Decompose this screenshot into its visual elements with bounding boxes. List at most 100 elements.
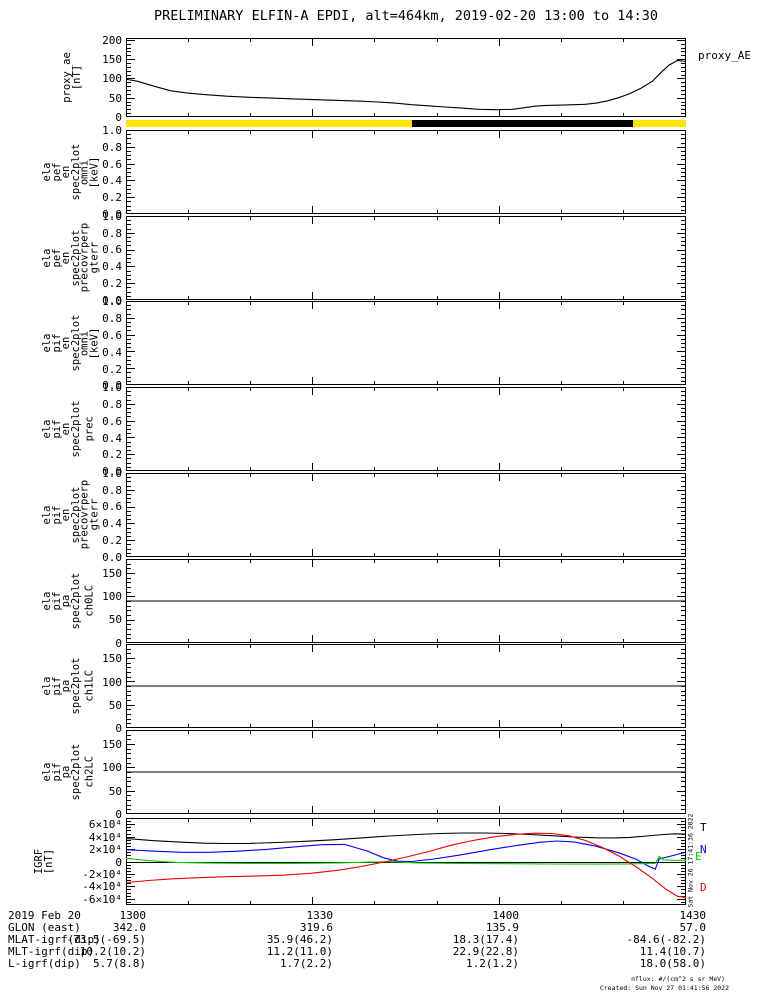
footer-row-label: GLON (east) [8,921,81,934]
footer-value: 10.2(10.2) [79,945,146,958]
y-axis-title-igrf: IGRF [nT] [33,818,55,905]
y-tick-label: 0.6 [102,157,122,171]
footer-row-label: 2019 Feb 20 [8,909,81,922]
x-tick-label: 1300 [119,909,147,922]
footer-value: 319.6 [299,921,333,934]
y-tick-label: 0 [115,111,122,124]
y-axis-title-ela_pif_pa_ch1LC: ela pif pa spec2plot [41,644,82,728]
y-tick-label: 0.4 [102,431,122,445]
plot-canvas-igrf [126,818,686,905]
y-tick-label: 0.2 [102,191,122,205]
plot-canvas-ela_pif_pa_ch0LC [126,558,686,643]
y-tick-label: 0.2 [102,448,122,462]
y-axis-subtitle-ela_pif_en_precovrperp_gterr: precovrperp gterr [79,473,101,557]
y-tick-label: 0 [115,807,122,821]
y-tick-label: 100 [102,675,122,689]
y-tick-label: 0.0 [102,465,122,479]
y-axis-title-ela_pif_en_prec: ela pif en spec2plot [41,387,82,471]
panel-ela_pif_pa_ch1LC [126,644,686,729]
y-tick-label: 200 [102,33,122,47]
status-bar-segment [632,120,686,127]
y-tick-label: 0 [115,636,122,650]
plot-canvas-ela_pef_en_precovrperp_gterr [126,215,686,300]
x-tick-label: 1400 [492,909,520,922]
footer-value: 18.0(58.0) [639,957,706,970]
y-tick-label: 0.4 [102,517,122,531]
y-tick-label: 0.2 [102,362,122,376]
y-tick-label: 0.0 [102,379,122,393]
plot-canvas-ela_pif_en_omni [126,301,686,386]
panel-ela_pif_en_prec [126,387,686,472]
panel-proxy_ae [126,38,686,117]
y-axis-title-proxy_ae: proxy_ae [nT] [61,38,83,117]
nflux-units-note: nflux: #/(cm^2 s sr MeV) [631,975,725,983]
series-T [126,832,686,845]
y-tick-label: 4×10⁴ [88,830,122,844]
y-axis-label-line: spec2plot [69,400,82,458]
y-tick-label: 1.0 [102,381,122,395]
legend-proxy_AE: proxy_AE [698,49,751,62]
panel-ela_pif_en_omni [126,301,686,386]
y-axis-subtitle-ela_pif_pa_ch0LC: ch0LC [83,559,96,643]
plot-canvas-ela_pef_en_omni [126,130,686,214]
y-tick-label: 150 [102,53,122,67]
x-tick-label: 1330 [306,909,334,922]
y-tick-label: 1.0 [102,295,122,309]
plot-canvas-ela_pif_en_precovrperp_gterr [126,472,686,557]
footer-value: 135.9 [485,921,519,934]
footer-value: 11.2(11.0) [266,945,333,958]
y-tick-label: -4×10⁴ [82,880,122,894]
y-tick-label: 1.0 [102,124,122,137]
y-tick-label: 0.0 [102,208,122,221]
y-tick-label: 0.8 [102,226,122,240]
y-tick-label: 0 [115,722,122,736]
footer-value: 1.7(2.2) [280,957,333,970]
footer-row-label: L-igrf(dip) [8,957,81,970]
y-axis-label-line: gterr [88,499,100,531]
y-tick-label: 0.6 [102,243,122,257]
y-axis-label-line: ch0LC [83,584,96,617]
y-axis-subtitle-ela_pif_pa_ch2LC: ch2LC [83,730,96,814]
footer-row-label: MLT-igrf(dip) [8,945,95,958]
y-axis-label-line: [keV] [88,327,100,360]
y-axis-label-line: ch2LC [83,756,96,788]
panel-ela_pif_pa_ch2LC [126,729,686,814]
panel-igrf [126,818,686,905]
plot-canvas-ela_pif_pa_ch1LC [126,644,686,729]
footer-value: 11.4(10.7) [639,945,706,958]
y-tick-label: 0.6 [102,500,122,514]
status-bar-segment [126,120,413,127]
y-axis-label-line: spec2plot [69,657,82,715]
plot-canvas-proxy_ae [126,38,686,117]
series-E [126,855,686,865]
y-tick-label: 0.8 [102,140,122,154]
y-axis-title-ela_pif_en_omni: ela pif en spec2plot [41,301,82,385]
y-tick-label: 0.2 [102,534,122,547]
y-axis-label-line: spec2plot [69,743,82,801]
y-tick-label: 0.2 [102,276,122,290]
footer-value: 5.7(8.8) [93,957,146,970]
legend-trace-N: N [700,843,707,856]
legend-trace-D: D [700,881,707,894]
footer-value: 342.0 [112,921,146,934]
y-axis-label-line: [nT] [42,848,54,875]
y-tick-label: 6×10⁴ [88,818,122,832]
footer-row-label: MLAT-igrf(dip) [8,933,101,946]
y-axis-subtitle-ela_pif_en_omni: omni [keV] [79,301,101,385]
y-tick-label: 0.4 [102,260,122,274]
y-tick-label: 0.8 [102,312,122,326]
status-bar-segment [412,120,633,127]
y-axis-subtitle-ela_pif_en_prec: prec [83,387,95,471]
y-axis-subtitle-ela_pef_en_omni: omni [keV] [79,130,101,214]
legend-trace-E: E [695,850,702,863]
plot-canvas-ela_pif_en_prec [126,387,686,472]
y-tick-label: 0.4 [102,174,122,188]
y-tick-label: 50 [108,784,122,798]
y-axis-label-line: spec2plot [69,572,82,629]
y-tick-label: 1.0 [102,466,122,480]
series-N [126,840,686,871]
render-timestamp-vertical: Sat Nov 26 17:41:36 2022 [686,813,695,907]
y-axis-label-line: ch1LC [83,670,96,702]
y-axis-label-line: [keV] [88,156,100,188]
y-axis-subtitle-ela_pef_en_precovrperp_gterr: precovrperp gterr [79,216,101,300]
